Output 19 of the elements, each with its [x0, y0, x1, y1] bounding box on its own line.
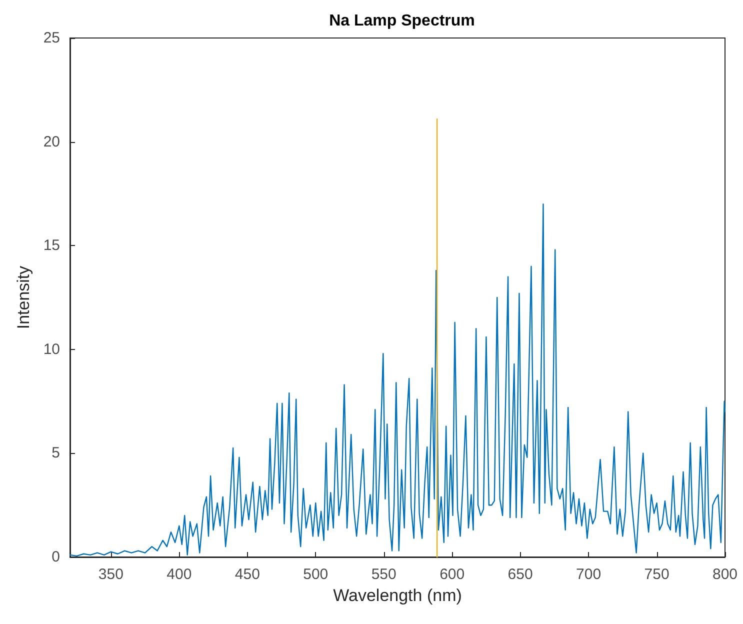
y-tick-label: 10	[43, 340, 60, 358]
x-tick-label: 450	[234, 566, 260, 583]
y-tick-label: 25	[43, 30, 60, 46]
x-tick-label: 400	[166, 566, 192, 583]
x-axis-title: Wavelength (nm)	[333, 586, 462, 605]
y-tick-label: 15	[43, 237, 60, 254]
y-tick-label: 20	[43, 133, 60, 150]
y-tick-label: 5	[52, 444, 60, 462]
x-tick-label: 750	[644, 566, 670, 583]
x-tick-label: 700	[576, 566, 602, 583]
chart-title: Na Lamp Spectrum	[329, 12, 475, 30]
x-tick-label: 350	[98, 566, 124, 583]
y-tick-label: 0	[52, 548, 60, 566]
x-tick-label: 550	[371, 566, 396, 583]
x-tick-label: 800	[712, 566, 738, 583]
x-tick-label: 600	[440, 566, 465, 583]
x-tick-label: 500	[303, 566, 328, 583]
x-tick-label: 650	[508, 566, 533, 583]
y-axis-title: Intensity	[14, 265, 33, 330]
